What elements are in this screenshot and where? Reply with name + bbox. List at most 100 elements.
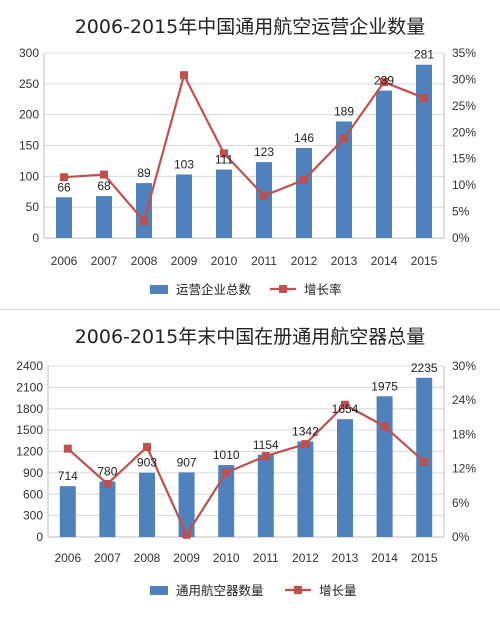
- line-point: [380, 78, 388, 87]
- y-left-tick-label: 300: [23, 509, 43, 523]
- y-right-tick-label: 18%: [452, 427, 476, 441]
- y-left-tick-label: 1500: [16, 423, 43, 437]
- line-point: [222, 468, 231, 477]
- data-label: 103: [174, 157, 194, 171]
- y-right-tick-label: 20%: [452, 125, 476, 139]
- data-label: 239: [374, 74, 394, 88]
- x-tick-label: 2013: [332, 551, 359, 565]
- y-right-tick-label: 24%: [452, 393, 476, 407]
- line-point: [420, 93, 428, 102]
- data-label: 1975: [371, 379, 398, 393]
- chart-panel-aircraft: 2006-2015年末中国在册通用航空器总量 0 300 600 900 1200 150…: [0, 310, 500, 619]
- data-label: 1154: [253, 438, 279, 452]
- data-label: 1342: [292, 424, 319, 438]
- data-label: 1654: [332, 402, 359, 416]
- y-left-tick-label: 1800: [16, 402, 43, 416]
- data-label: 68: [97, 179, 111, 193]
- x-tick-label: 2015: [411, 254, 438, 268]
- line-point: [63, 444, 72, 453]
- series-line: [63, 74, 425, 223]
- line-point: [140, 217, 148, 226]
- y-left-tick-label: 2400: [16, 359, 43, 373]
- bar: [139, 472, 155, 537]
- y-left-tick-label: 2100: [16, 380, 43, 394]
- legend-label: 通用航空器数量: [176, 583, 264, 598]
- x-tick-label: 2009: [173, 551, 200, 565]
- data-label: 780: [97, 464, 117, 478]
- chart-title: 2006-2015年中国通用航空运营企业数量: [75, 16, 426, 38]
- y-left-tick-label: 250: [19, 77, 39, 91]
- y-left-tick-label: 1200: [16, 445, 43, 459]
- x-tick-label: 2009: [171, 254, 198, 268]
- line-point: [300, 175, 308, 184]
- bar: [337, 419, 353, 537]
- data-label: 907: [177, 455, 197, 469]
- bar: [296, 147, 312, 238]
- x-tick-label: 2013: [331, 254, 358, 268]
- bar: [376, 90, 392, 238]
- line-point: [380, 422, 389, 431]
- line-point: [340, 134, 348, 143]
- y-right-tick-label: 5%: [452, 205, 470, 219]
- y-left-tick-label: 150: [19, 139, 39, 153]
- line-point: [260, 191, 268, 200]
- line-point: [100, 170, 108, 179]
- line-point: [180, 71, 188, 80]
- data-label: 2235: [411, 361, 438, 375]
- x-tick-label: 2007: [91, 254, 118, 268]
- line-point: [182, 530, 191, 539]
- y-left-tick-label: 300: [19, 46, 39, 60]
- bar: [218, 465, 235, 537]
- chart-aircraft: 2006-2015年末中国在册通用航空器总量 0 300 600 900 1200 150…: [16, 326, 476, 598]
- y-right-tick-label: 10%: [452, 178, 476, 192]
- y-right-tick-label: 0%: [452, 231, 470, 245]
- y-left-tick-label: 900: [23, 466, 43, 480]
- y-right-tick-label: 12%: [452, 462, 476, 476]
- y-right-tick-label: 25%: [452, 99, 476, 113]
- legend-label: 运营企业总数: [176, 282, 252, 297]
- line-point: [261, 452, 270, 461]
- x-tick-label: 2011: [251, 254, 277, 268]
- data-label: 89: [137, 166, 151, 180]
- bar: [416, 64, 432, 238]
- legend-label: 增长量: [319, 583, 357, 598]
- line-point: [103, 479, 112, 488]
- y-left-tick-label: 0: [32, 231, 39, 245]
- data-label: 189: [334, 104, 354, 118]
- legend-bar-swatch: [150, 285, 168, 294]
- x-tick-label: 2007: [94, 551, 121, 565]
- data-label: 123: [254, 145, 274, 159]
- y-right-tick-label: 0%: [452, 530, 470, 544]
- y-left-tick-label: 200: [19, 108, 39, 122]
- legend-bar-swatch: [150, 586, 168, 595]
- bar: [59, 486, 76, 537]
- y-right-tick-label: 6%: [452, 496, 470, 510]
- line-point: [143, 442, 151, 451]
- x-tick-label: 2008: [134, 551, 161, 565]
- bar: [99, 481, 116, 537]
- chart-title: 2006-2015年末中国在册通用航空器总量: [75, 326, 426, 348]
- line-point: [341, 400, 349, 409]
- y-left-tick-label: 0: [36, 530, 43, 544]
- x-tick-label: 2011: [253, 551, 279, 565]
- data-label: 66: [57, 180, 71, 194]
- y-right-tick-label: 30%: [452, 72, 476, 86]
- x-tick-label: 2010: [211, 254, 238, 268]
- x-tick-label: 2012: [292, 551, 319, 565]
- legend-label: 增长率: [304, 282, 342, 297]
- x-tick-label: 2008: [131, 254, 158, 268]
- data-label: 714: [58, 469, 78, 483]
- y-right-tick-label: 35%: [452, 46, 476, 60]
- x-tick-label: 2012: [291, 254, 318, 268]
- data-label: 281: [414, 48, 434, 62]
- series-line: [67, 403, 425, 536]
- bar: [216, 169, 232, 238]
- data-label: 903: [137, 456, 157, 470]
- divider: [0, 309, 500, 310]
- bar: [336, 121, 352, 238]
- bar: [136, 183, 152, 238]
- line-point: [60, 173, 68, 182]
- data-label: 111: [215, 153, 234, 167]
- bar: [297, 441, 314, 537]
- y-left-tick-label: 100: [19, 169, 39, 183]
